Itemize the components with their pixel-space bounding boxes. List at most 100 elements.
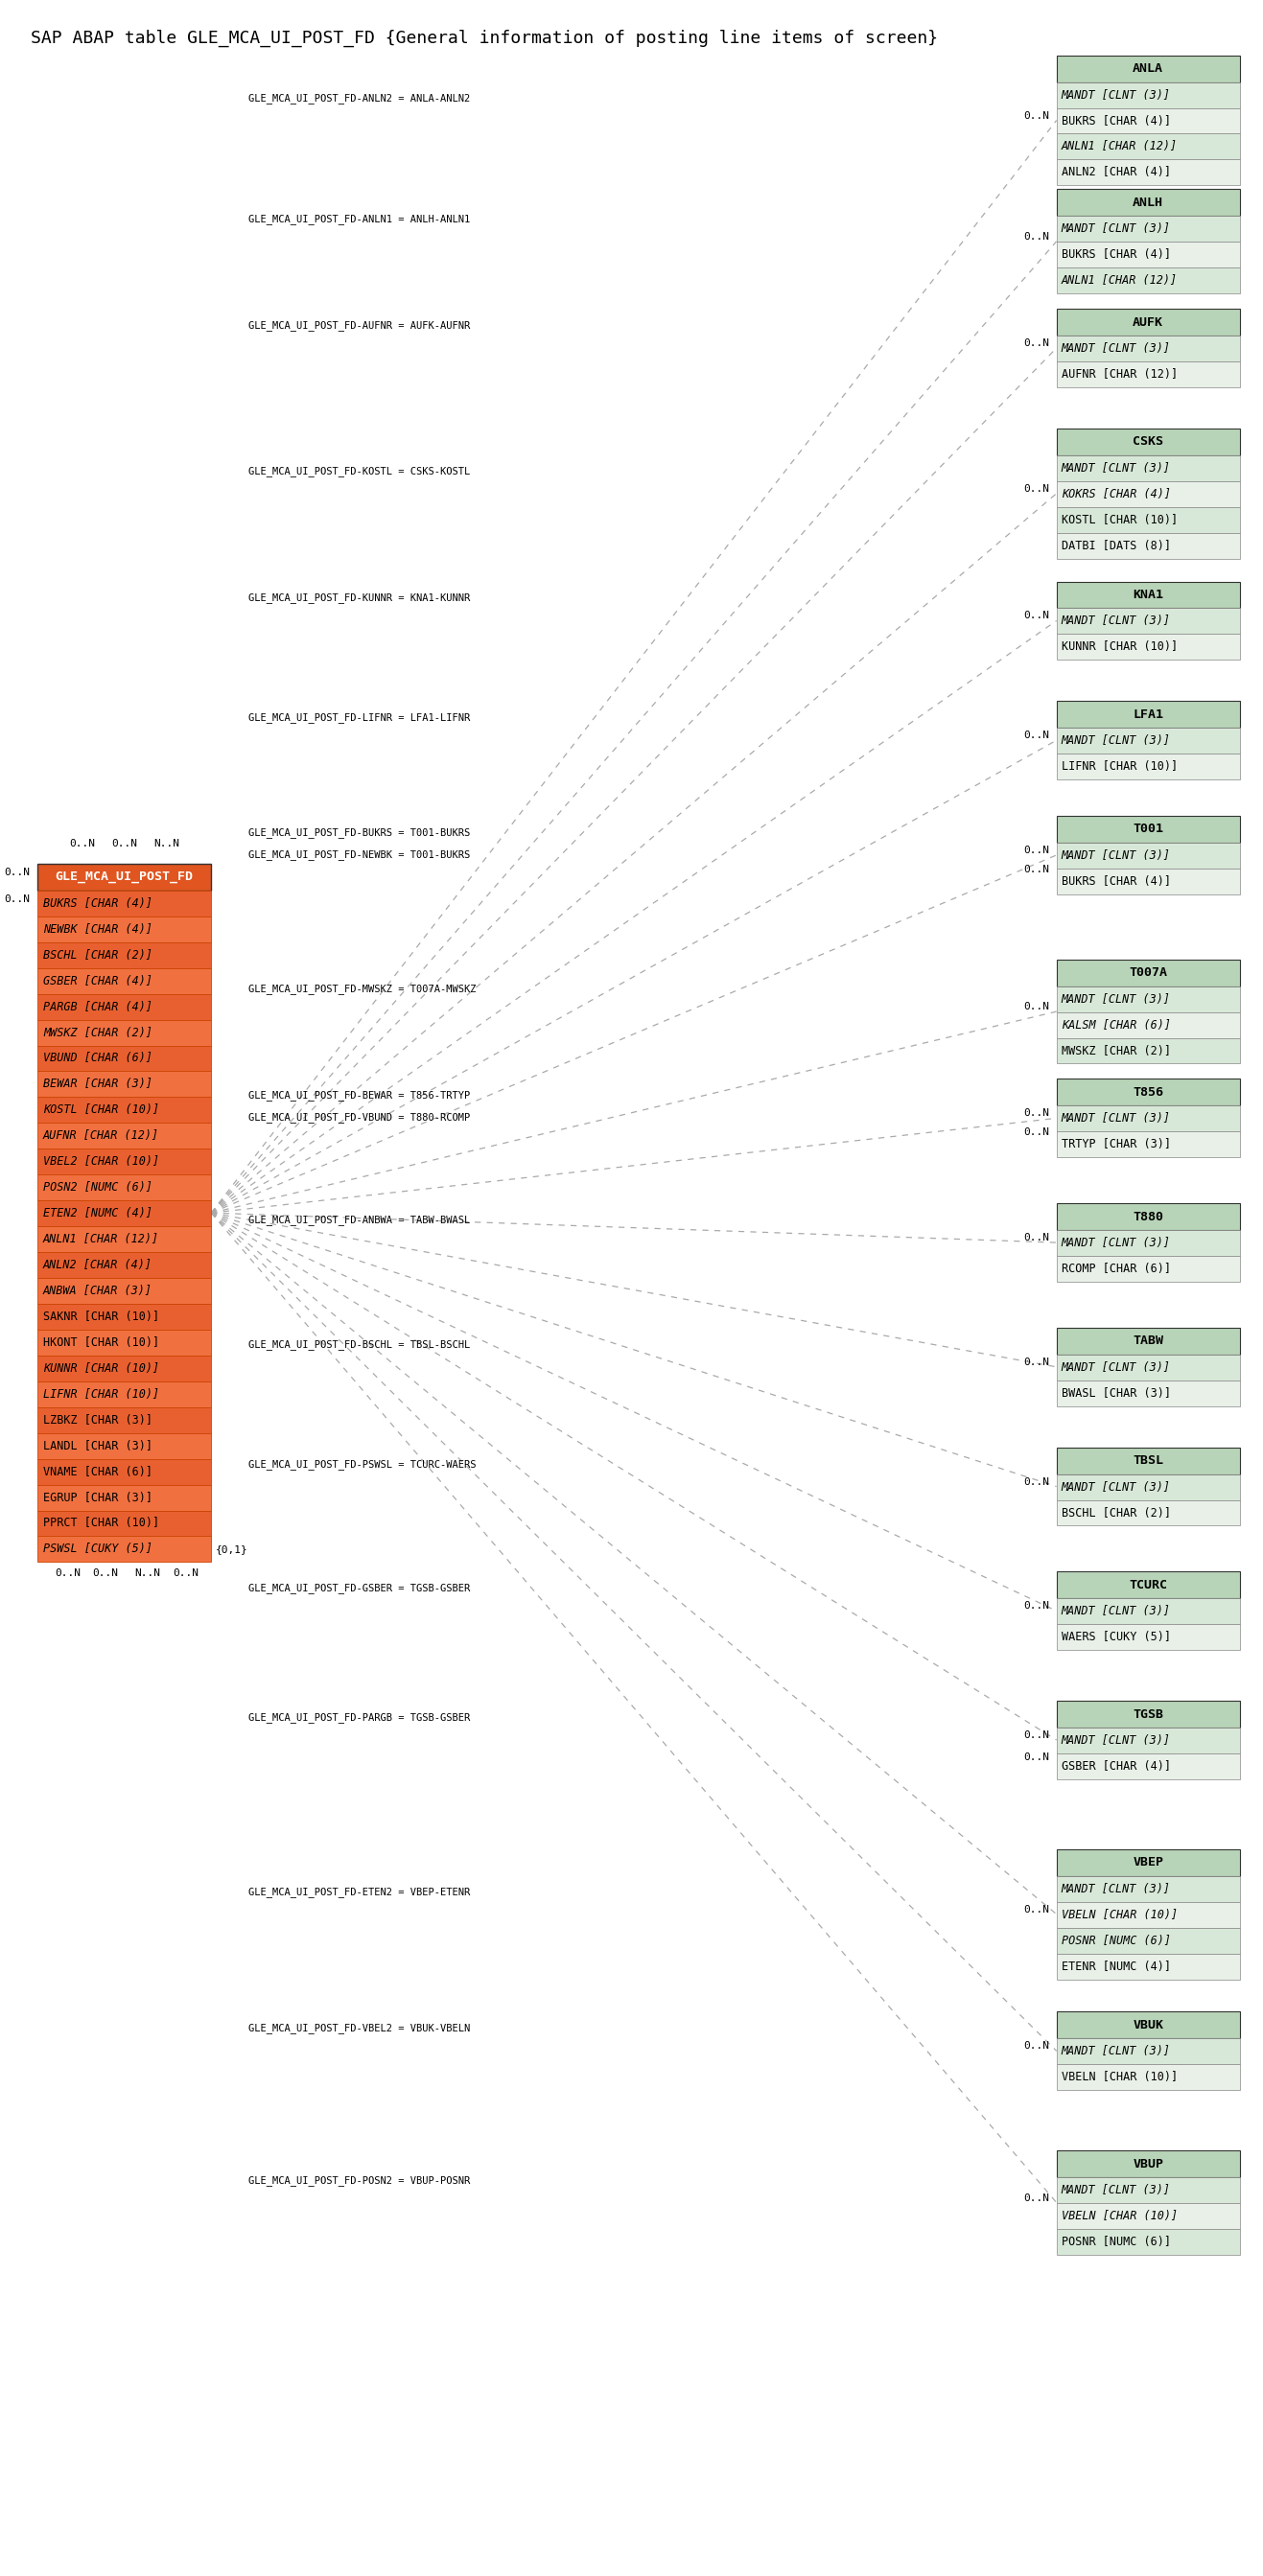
FancyBboxPatch shape (1057, 1600, 1240, 1625)
Text: LZBKZ [CHAR (3)]: LZBKZ [CHAR (3)] (43, 1414, 153, 1427)
Text: VBEP: VBEP (1133, 1857, 1163, 1868)
Text: N..N: N..N (135, 1569, 160, 1579)
FancyBboxPatch shape (38, 1020, 211, 1046)
Text: KUNNR [CHAR (10)]: KUNNR [CHAR (10)] (43, 1363, 159, 1376)
Text: GLE_MCA_UI_POST_FD-POSN2 = VBUP-POSNR: GLE_MCA_UI_POST_FD-POSN2 = VBUP-POSNR (249, 2174, 471, 2184)
Text: NEWBK [CHAR (4)]: NEWBK [CHAR (4)] (43, 922, 153, 935)
Text: BUKRS [CHAR (4)]: BUKRS [CHAR (4)] (43, 896, 153, 909)
Text: MANDT [CLNT (3)]: MANDT [CLNT (3)] (1061, 2045, 1171, 2058)
Text: 0..N: 0..N (1023, 1731, 1050, 1739)
FancyBboxPatch shape (38, 1175, 211, 1200)
Text: KALSM [CHAR (6)]: KALSM [CHAR (6)] (1061, 1018, 1171, 1030)
Text: GLE_MCA_UI_POST_FD-BUKRS = T001-BUKRS: GLE_MCA_UI_POST_FD-BUKRS = T001-BUKRS (249, 827, 471, 837)
FancyBboxPatch shape (1057, 533, 1240, 559)
FancyBboxPatch shape (1057, 2228, 1240, 2254)
FancyBboxPatch shape (1057, 335, 1240, 361)
Text: AUFNR [CHAR (12)]: AUFNR [CHAR (12)] (43, 1131, 159, 1141)
FancyBboxPatch shape (1057, 2012, 1240, 2038)
Text: RCOMP [CHAR (6)]: RCOMP [CHAR (6)] (1061, 1262, 1171, 1275)
Text: TABW: TABW (1133, 1334, 1163, 1347)
Text: ANLN1 [CHAR (12)]: ANLN1 [CHAR (12)] (43, 1234, 159, 1244)
Text: DATBI [DATS (8)]: DATBI [DATS (8)] (1061, 538, 1171, 551)
Text: PSWSL [CUKY (5)]: PSWSL [CUKY (5)] (43, 1543, 153, 1556)
Text: KOKRS [CHAR (4)]: KOKRS [CHAR (4)] (1061, 487, 1171, 500)
Text: MANDT [CLNT (3)]: MANDT [CLNT (3)] (1061, 1481, 1171, 1494)
Text: POSNR [NUMC (6)]: POSNR [NUMC (6)] (1061, 2236, 1171, 2249)
Text: ANLN2 [CHAR (4)]: ANLN2 [CHAR (4)] (1061, 167, 1171, 178)
Text: KUNNR [CHAR (10)]: KUNNR [CHAR (10)] (1061, 641, 1177, 654)
FancyBboxPatch shape (1057, 1754, 1240, 1780)
Text: KOSTL [CHAR (10)]: KOSTL [CHAR (10)] (1061, 513, 1177, 526)
Text: GLE_MCA_UI_POST_FD-GSBER = TGSB-GSBER: GLE_MCA_UI_POST_FD-GSBER = TGSB-GSBER (249, 1584, 471, 1595)
Text: CSKS: CSKS (1133, 435, 1163, 448)
FancyBboxPatch shape (38, 1123, 211, 1149)
Text: SAP ABAP table GLE_MCA_UI_POST_FD {General information of posting line items of : SAP ABAP table GLE_MCA_UI_POST_FD {Gener… (30, 28, 938, 46)
Text: MANDT [CLNT (3)]: MANDT [CLNT (3)] (1061, 343, 1171, 355)
FancyBboxPatch shape (38, 1252, 211, 1278)
FancyBboxPatch shape (1057, 1012, 1240, 1038)
FancyBboxPatch shape (1057, 428, 1240, 456)
Text: ANLN2 [CHAR (4)]: ANLN2 [CHAR (4)] (43, 1260, 153, 1273)
FancyBboxPatch shape (38, 1355, 211, 1381)
FancyBboxPatch shape (1057, 242, 1240, 268)
Text: MANDT [CLNT (3)]: MANDT [CLNT (3)] (1061, 1236, 1171, 1249)
FancyBboxPatch shape (1057, 1953, 1240, 1978)
FancyBboxPatch shape (1057, 1381, 1240, 1406)
Text: GLE_MCA_UI_POST_FD-BEWAR = T856-TRTYP: GLE_MCA_UI_POST_FD-BEWAR = T856-TRTYP (249, 1090, 471, 1100)
Text: MANDT [CLNT (3)]: MANDT [CLNT (3)] (1061, 1883, 1171, 1896)
FancyBboxPatch shape (1057, 456, 1240, 482)
Text: 0..N: 0..N (1023, 232, 1050, 242)
FancyBboxPatch shape (1057, 1901, 1240, 1927)
Text: VBUND [CHAR (6)]: VBUND [CHAR (6)] (43, 1051, 153, 1064)
FancyBboxPatch shape (38, 1381, 211, 1406)
Text: MANDT [CLNT (3)]: MANDT [CLNT (3)] (1061, 2184, 1171, 2197)
Text: WAERS [CUKY (5)]: WAERS [CUKY (5)] (1061, 1631, 1171, 1643)
Text: 0..N: 0..N (1023, 1752, 1050, 1762)
Text: VNAME [CHAR (6)]: VNAME [CHAR (6)] (43, 1466, 153, 1479)
Text: 0..N: 0..N (1023, 484, 1050, 495)
FancyBboxPatch shape (1057, 507, 1240, 533)
Text: 0..N: 0..N (1023, 1108, 1050, 1118)
FancyBboxPatch shape (1057, 160, 1240, 185)
Text: 0..N: 0..N (1023, 866, 1050, 873)
FancyBboxPatch shape (1057, 1927, 1240, 1953)
FancyBboxPatch shape (1057, 1700, 1240, 1728)
FancyBboxPatch shape (38, 917, 211, 943)
Text: ANLA: ANLA (1133, 62, 1163, 75)
Text: LIFNR [CHAR (10)]: LIFNR [CHAR (10)] (43, 1388, 159, 1401)
Text: MANDT [CLNT (3)]: MANDT [CLNT (3)] (1061, 1605, 1171, 1618)
Text: 0..N: 0..N (1023, 2040, 1050, 2050)
FancyBboxPatch shape (1057, 216, 1240, 242)
Text: GLE_MCA_UI_POST_FD-VBEL2 = VBUK-VBELN: GLE_MCA_UI_POST_FD-VBEL2 = VBUK-VBELN (249, 2022, 471, 2035)
FancyBboxPatch shape (1057, 1355, 1240, 1381)
Text: GLE_MCA_UI_POST_FD-PARGB = TGSB-GSBER: GLE_MCA_UI_POST_FD-PARGB = TGSB-GSBER (249, 1713, 471, 1723)
Text: N..N: N..N (154, 840, 179, 848)
Text: {0,1}: {0,1} (216, 1546, 249, 1553)
Text: 0..N: 0..N (1023, 1476, 1050, 1486)
Text: BUKRS [CHAR (4)]: BUKRS [CHAR (4)] (1061, 113, 1171, 126)
Text: GLE_MCA_UI_POST_FD-MWSKZ = T007A-MWSKZ: GLE_MCA_UI_POST_FD-MWSKZ = T007A-MWSKZ (249, 984, 476, 994)
Text: AUFK: AUFK (1133, 317, 1163, 327)
Text: MANDT [CLNT (3)]: MANDT [CLNT (3)] (1061, 1734, 1171, 1747)
Text: 0..N: 0..N (1023, 611, 1050, 621)
Text: 0..N: 0..N (1023, 732, 1050, 739)
Text: MWSKZ [CHAR (2)]: MWSKZ [CHAR (2)] (1061, 1043, 1171, 1056)
FancyBboxPatch shape (38, 1458, 211, 1484)
Text: GLE_MCA_UI_POST_FD-LIFNR = LFA1-LIFNR: GLE_MCA_UI_POST_FD-LIFNR = LFA1-LIFNR (249, 714, 471, 724)
FancyBboxPatch shape (1057, 1231, 1240, 1257)
Text: 0..N: 0..N (1023, 1602, 1050, 1610)
FancyBboxPatch shape (1057, 2202, 1240, 2228)
FancyBboxPatch shape (1057, 1327, 1240, 1355)
Text: MWSKZ [CHAR (2)]: MWSKZ [CHAR (2)] (43, 1025, 153, 1038)
Text: GLE_MCA_UI_POST_FD-NEWBK = T001-BUKRS: GLE_MCA_UI_POST_FD-NEWBK = T001-BUKRS (249, 850, 471, 860)
FancyBboxPatch shape (1057, 2063, 1240, 2089)
FancyBboxPatch shape (1057, 755, 1240, 781)
Text: LIFNR [CHAR (10)]: LIFNR [CHAR (10)] (1061, 760, 1177, 773)
Text: GLE_MCA_UI_POST_FD: GLE_MCA_UI_POST_FD (56, 871, 193, 884)
FancyBboxPatch shape (38, 969, 211, 994)
FancyBboxPatch shape (1057, 2038, 1240, 2063)
FancyBboxPatch shape (1057, 1875, 1240, 1901)
FancyBboxPatch shape (1057, 361, 1240, 386)
Text: LFA1: LFA1 (1133, 708, 1163, 721)
FancyBboxPatch shape (38, 1329, 211, 1355)
